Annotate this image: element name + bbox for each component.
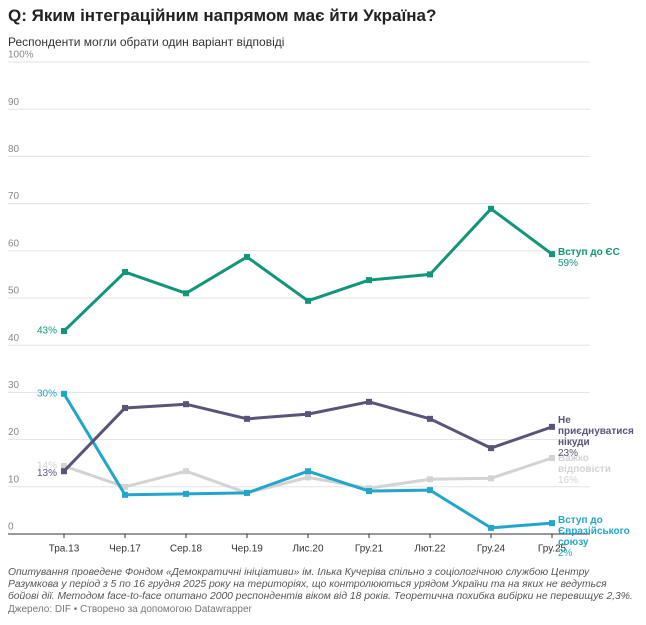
y-tick-label: 20 — [8, 427, 20, 438]
point — [61, 390, 67, 397]
point — [61, 463, 67, 470]
point — [427, 487, 433, 494]
x-tick-label: Гру.24 — [477, 544, 506, 555]
point — [61, 328, 67, 335]
point — [366, 488, 372, 495]
point — [183, 401, 189, 408]
x-tick-label: Гру.25 — [538, 544, 567, 555]
x-tick-label: Чер.17 — [109, 544, 141, 555]
value-label: 23% — [558, 447, 579, 459]
value-label: 59% — [558, 258, 579, 270]
value-label: 13% — [37, 468, 57, 479]
point — [366, 277, 372, 284]
end-label: Важко відповісти 16% — [558, 453, 642, 486]
point — [427, 415, 433, 422]
point — [305, 411, 311, 418]
point — [61, 468, 67, 475]
point — [183, 290, 189, 297]
y-tick-label: 80 — [8, 144, 20, 155]
point — [488, 475, 494, 482]
y-tick-label: 60 — [8, 238, 20, 249]
point — [549, 251, 555, 258]
chart: 0 10 20 30 40 50 60 70 80 90 100% Тра.13 Чер.17 Сер.1… — [8, 50, 590, 555]
point — [244, 415, 250, 422]
x-tick-label: Тра.13 — [49, 544, 80, 555]
point — [305, 468, 311, 475]
title: Q: Яким інтеграційним напрямом має йти У… — [8, 6, 437, 25]
point — [488, 205, 494, 212]
point — [122, 483, 128, 490]
point — [244, 489, 250, 496]
point — [122, 404, 128, 411]
legend-entry: Важко відповісти — [558, 453, 611, 475]
point — [305, 297, 311, 304]
point — [305, 474, 311, 481]
subtitle: Респонденти могли обрати один варіант ві… — [8, 35, 285, 49]
notes: Опитування проведене Фондом «Демократичн… — [8, 567, 633, 602]
source: Джерело: DIF • Створено за допомогою Dat… — [8, 604, 252, 615]
series-line — [62, 207, 553, 333]
x-tick-label: Лис.20 — [292, 544, 323, 555]
end-label: Вступ до Євразійського союзу 2% — [558, 515, 642, 559]
x-tick-label: Сер.18 — [170, 544, 203, 555]
value-label: 16% — [558, 475, 579, 486]
y-tick-label: 30 — [8, 380, 20, 391]
point — [183, 468, 189, 475]
y-tick-label: 50 — [8, 286, 20, 297]
y-tick-label: 90 — [8, 97, 20, 108]
end-label: Вступ до ЄС 59% — [558, 247, 642, 269]
point — [122, 491, 128, 498]
end-label: Не приєднуватися нікуди 23% — [558, 415, 642, 459]
x-tick-label: Чер.19 — [231, 544, 263, 555]
y-tick-label: 70 — [8, 191, 20, 202]
x-tick-label: Лют.22 — [414, 544, 446, 555]
point — [427, 271, 433, 278]
y-tick-label: 40 — [8, 333, 20, 344]
value-label: 43% — [37, 326, 57, 337]
point — [488, 445, 494, 452]
point — [244, 253, 250, 260]
value-label: 30% — [37, 388, 57, 399]
point — [488, 524, 494, 531]
point — [427, 476, 433, 483]
point — [366, 398, 372, 405]
value-label: 2% — [558, 548, 573, 560]
y-tick-label: 0 — [8, 522, 14, 533]
point — [549, 520, 555, 527]
point — [122, 269, 128, 276]
x-tick-label: Гру.21 — [355, 544, 384, 555]
legend-entry: Вступ до ЄС — [558, 247, 620, 259]
point — [549, 423, 555, 430]
legend-entry: Вступ до Євразійського союзу — [558, 515, 630, 549]
y-tick-label: 100% — [8, 50, 34, 61]
point — [549, 455, 555, 462]
legend-entry: Не приєднуватися нікуди — [558, 414, 634, 448]
y-tick-label: 10 — [8, 474, 20, 485]
point — [183, 490, 189, 497]
value-label: 14% — [37, 461, 57, 472]
